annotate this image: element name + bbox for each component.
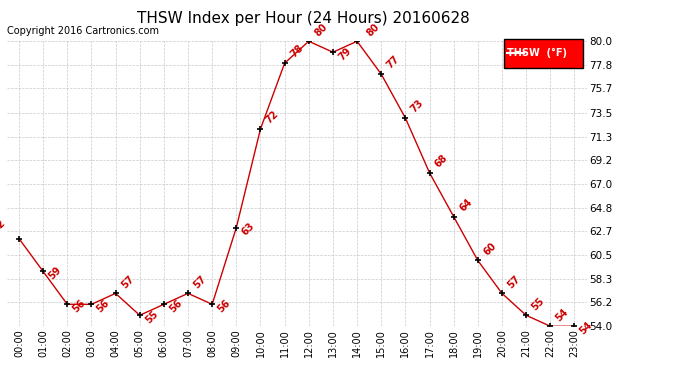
Text: 55: 55 <box>530 296 546 312</box>
Text: 78: 78 <box>288 43 305 60</box>
Text: 60: 60 <box>482 241 498 257</box>
Text: Copyright 2016 Cartronics.com: Copyright 2016 Cartronics.com <box>7 26 159 36</box>
Text: 57: 57 <box>119 273 136 290</box>
Text: 54: 54 <box>578 320 595 336</box>
Text: 68: 68 <box>433 153 450 170</box>
Text: 59: 59 <box>47 265 63 281</box>
Text: 56: 56 <box>71 298 88 314</box>
Text: 54: 54 <box>554 306 571 323</box>
Text: 63: 63 <box>240 221 257 237</box>
Text: 56: 56 <box>216 298 233 314</box>
Text: 55: 55 <box>144 309 160 325</box>
Text: THSW  (°F): THSW (°F) <box>507 48 567 58</box>
Text: 73: 73 <box>409 98 426 115</box>
Text: 64: 64 <box>457 197 474 213</box>
Text: 57: 57 <box>192 273 208 290</box>
Text: 77: 77 <box>385 54 402 71</box>
Text: 62: 62 <box>0 217 7 234</box>
Text: 56: 56 <box>95 298 112 314</box>
Text: 72: 72 <box>264 109 281 126</box>
Text: 80: 80 <box>313 21 329 38</box>
Text: THSW Index per Hour (24 Hours) 20160628: THSW Index per Hour (24 Hours) 20160628 <box>137 11 470 26</box>
Text: 57: 57 <box>506 273 522 290</box>
Text: 80: 80 <box>364 21 381 38</box>
Text: 79: 79 <box>337 45 353 62</box>
Text: 56: 56 <box>168 298 184 314</box>
